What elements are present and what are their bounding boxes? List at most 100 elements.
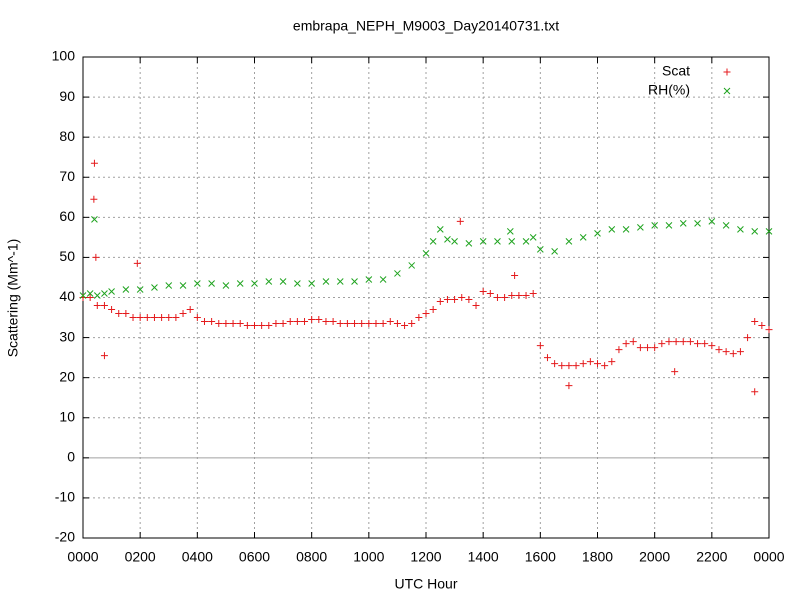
data-point <box>758 322 766 330</box>
data-point <box>536 246 544 253</box>
data-point <box>751 318 759 326</box>
data-point <box>336 278 344 285</box>
data-point <box>343 320 351 328</box>
data-point <box>637 224 644 231</box>
data-point <box>458 294 466 301</box>
data-point <box>479 287 487 295</box>
data-point <box>722 221 730 229</box>
data-point <box>93 302 101 310</box>
data-point <box>729 350 737 358</box>
data-point <box>558 362 566 370</box>
data-point <box>572 362 580 370</box>
data-point <box>215 320 223 328</box>
y-tick-label: 40 <box>59 288 75 304</box>
data-point <box>522 291 530 299</box>
data-point <box>90 159 98 167</box>
data-point <box>494 238 501 245</box>
data-point <box>92 253 100 261</box>
x-tick-label: 0600 <box>239 549 270 565</box>
y-tick-label: 10 <box>59 408 75 424</box>
y-tick-label: 60 <box>59 208 75 224</box>
data-point <box>565 238 573 245</box>
data-point <box>565 382 573 390</box>
data-point <box>386 318 394 326</box>
data-point <box>143 314 151 322</box>
data-point <box>529 289 537 297</box>
data-point <box>737 226 744 233</box>
data-point <box>186 306 194 314</box>
x-tick-label: 1200 <box>410 549 441 565</box>
data-point <box>579 360 587 368</box>
y-tick-label: 90 <box>59 88 75 104</box>
data-point <box>522 238 530 245</box>
data-point <box>551 360 559 368</box>
data-point <box>372 320 380 328</box>
data-point <box>408 262 416 269</box>
x-tick-label: 0200 <box>125 549 156 565</box>
data-point <box>751 388 759 396</box>
data-point <box>229 320 237 328</box>
data-point <box>708 217 716 225</box>
data-point <box>265 278 273 285</box>
data-point <box>671 368 679 376</box>
data-point <box>422 310 430 318</box>
data-point <box>258 322 266 330</box>
x-tick-label: 1400 <box>468 549 499 565</box>
x-tick-label: 1600 <box>525 549 556 565</box>
data-point <box>133 259 141 267</box>
data-point <box>129 314 137 322</box>
data-point <box>108 288 115 295</box>
data-point <box>322 318 330 326</box>
legend-marker <box>723 87 731 95</box>
data-point <box>379 320 387 328</box>
data-point <box>308 280 316 287</box>
data-point <box>279 278 287 285</box>
data-point <box>736 348 744 356</box>
y-tick-label: 50 <box>59 248 75 264</box>
data-point <box>686 338 694 346</box>
data-point <box>351 278 358 285</box>
data-point <box>644 344 652 352</box>
data-point <box>101 290 108 297</box>
data-point <box>165 282 173 289</box>
data-point <box>93 292 101 299</box>
data-point <box>594 230 601 237</box>
data-point <box>179 282 187 289</box>
data-point <box>622 226 630 233</box>
data-point <box>594 360 601 368</box>
data-point <box>236 280 244 287</box>
data-point <box>629 338 637 346</box>
data-point <box>151 284 158 291</box>
data-point <box>765 326 773 334</box>
data-point <box>715 346 723 354</box>
data-point <box>751 228 759 235</box>
data-point <box>465 240 473 247</box>
data-point <box>744 334 752 342</box>
data-point <box>515 291 523 299</box>
data-point <box>601 362 609 370</box>
data-point <box>436 226 444 233</box>
data-point <box>443 296 451 304</box>
data-point <box>236 320 244 328</box>
data-point <box>165 314 173 322</box>
data-point <box>608 226 616 233</box>
data-point <box>508 291 516 299</box>
data-point <box>486 289 494 297</box>
data-point <box>608 358 616 366</box>
y-tick-label: 30 <box>59 328 75 344</box>
data-point <box>586 358 594 366</box>
x-tick-label: 1000 <box>353 549 384 565</box>
data-point <box>301 318 309 326</box>
data-point <box>293 318 301 326</box>
data-point <box>701 340 709 348</box>
data-point <box>429 238 437 245</box>
data-point <box>501 294 509 301</box>
data-point <box>472 302 480 310</box>
x-tick-label: 0000 <box>753 549 784 565</box>
data-point <box>565 362 573 370</box>
data-point <box>122 286 130 293</box>
y-tick-label: 0 <box>67 449 75 465</box>
x-tick-label: 0400 <box>182 549 213 565</box>
data-point <box>136 286 144 293</box>
